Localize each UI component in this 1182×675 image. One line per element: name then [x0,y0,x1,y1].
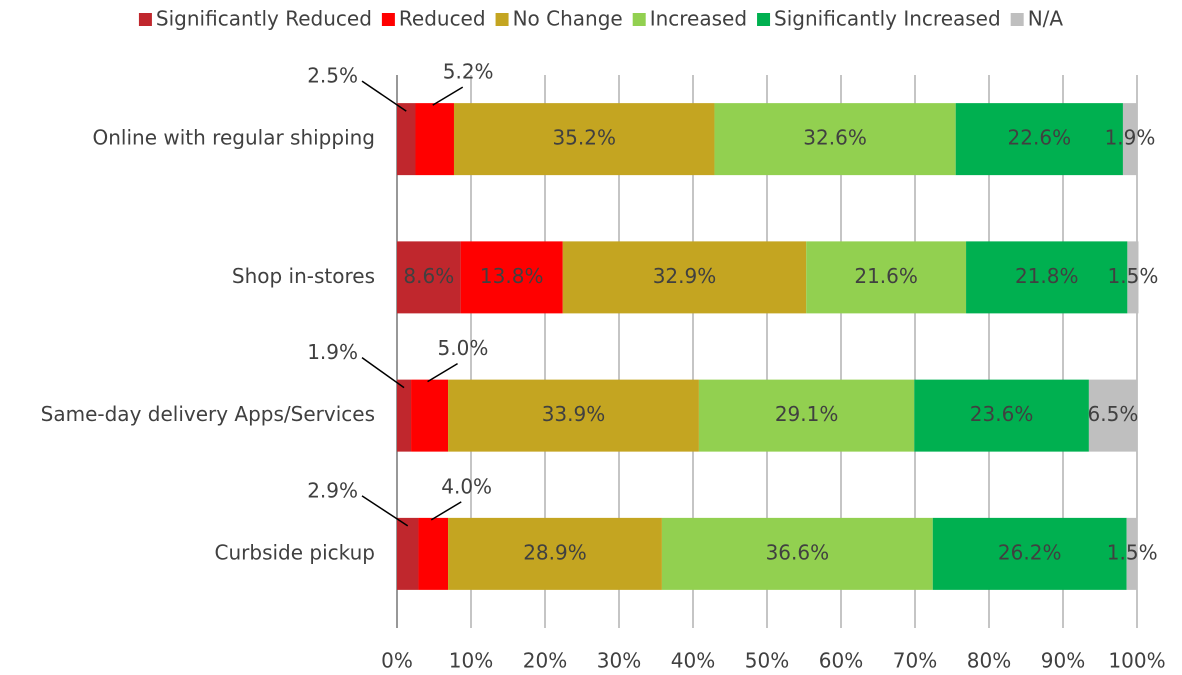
data-label: 1.5% [1108,264,1159,288]
data-label: 5.2% [443,60,494,84]
data-label: 5.0% [438,336,489,360]
leader-line [427,362,458,383]
legend-label: No Change [513,7,623,31]
bar-segment [460,241,563,314]
data-label: 33.9% [542,402,606,426]
data-label: 21.8% [1015,264,1079,288]
data-label: 32.6% [803,126,867,150]
bar-segment [397,517,419,590]
bar-segment [453,103,715,176]
legend-label: Reduced [399,7,486,31]
leader-line [432,86,464,106]
x-tick-label: 30% [597,649,641,673]
data-label: 1.9% [1105,126,1156,150]
bar-segment [1088,379,1137,452]
data-label: 1.5% [1107,540,1158,564]
data-label: 32.9% [653,264,717,288]
data-label: 35.2% [552,126,616,150]
bar-segment [448,379,699,452]
legend-swatch [381,13,395,26]
data-label: 21.6% [854,264,918,288]
bar-segment [698,379,915,452]
data-label: 36.6% [766,540,830,564]
legend-swatch [1010,13,1024,26]
leader-line [361,495,409,527]
data-label: 26.2% [998,540,1062,564]
leader-line [430,501,462,521]
legend-swatch [495,13,509,26]
data-label: 28.9% [523,540,587,564]
bar-segment [714,103,956,176]
data-label: 13.8% [480,264,544,288]
bar-segment [1122,103,1137,176]
bar-segment [397,241,461,314]
bar-segment [448,517,662,590]
x-tick-label: 10% [449,649,493,673]
x-tick-label: 100% [1108,649,1165,673]
legend-label: Increased [650,7,747,31]
legend-swatch [632,13,646,26]
legend-label: Significantly Reduced [156,7,372,31]
legend-label: N/A [1028,7,1064,31]
x-tick-label: 20% [523,649,567,673]
bar-segment [955,103,1123,176]
legend-swatch [138,13,152,26]
data-label: 29.1% [775,402,839,426]
bar-segment [397,103,416,176]
legend-label: Significantly Increased [774,7,1001,31]
x-tick-label: 70% [893,649,937,673]
x-tick-label: 50% [745,649,789,673]
bar-segment [562,241,807,314]
leader-line [361,80,407,112]
bar-segment [411,379,449,452]
bar-segment [415,103,454,176]
bar-segment [1127,241,1139,314]
category-label: Same-day delivery Apps/Services [41,402,375,426]
data-label: 6.5% [1088,402,1139,426]
bar-segment [418,517,449,590]
data-label: 22.6% [1008,126,1072,150]
x-tick-label: 0% [381,649,413,673]
bar-segment [1126,517,1138,590]
data-label: 23.6% [970,402,1034,426]
bar-segment [806,241,967,314]
bar-segment [914,379,1089,452]
x-tick-label: 40% [671,649,715,673]
data-label: 8.6% [403,264,454,288]
x-tick-label: 60% [819,649,863,673]
leader-line [361,357,405,389]
data-label: 2.9% [307,478,358,502]
bar-segment [661,517,933,590]
bar-segment [397,379,412,452]
bar-segment [932,517,1127,590]
category-label: Curbside pickup [215,540,375,564]
bar-segment [966,241,1128,314]
data-label: 2.5% [307,64,358,88]
category-label: Online with regular shipping [93,126,375,150]
data-label: 1.9% [307,340,358,364]
x-tick-label: 90% [1041,649,1085,673]
legend-swatch [757,13,771,26]
category-label: Shop in-stores [232,264,375,288]
x-tick-label: 80% [967,649,1011,673]
data-label: 4.0% [441,474,492,498]
